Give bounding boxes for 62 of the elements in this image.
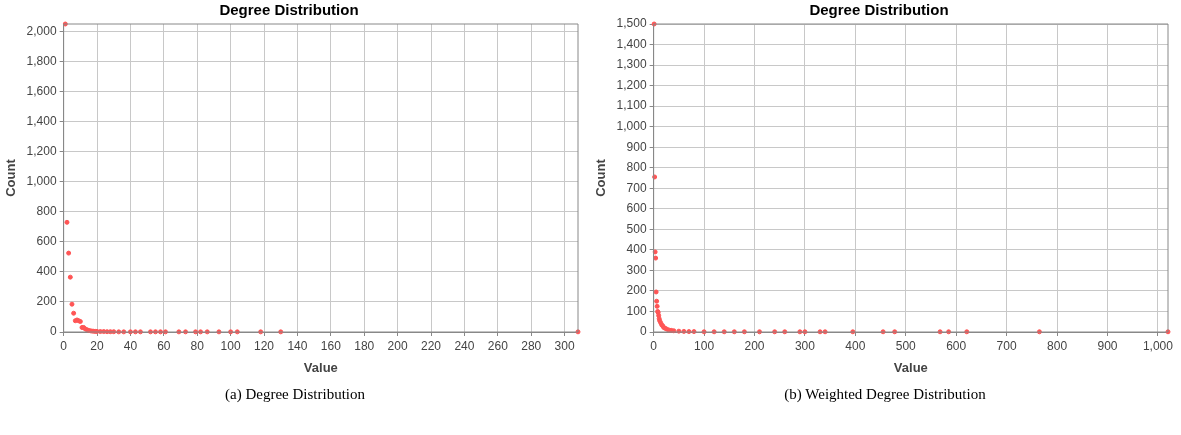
y-tick-label: 300 bbox=[626, 262, 647, 277]
y-tick-label: 1,800 bbox=[26, 53, 57, 68]
x-tick-label: 100 bbox=[694, 338, 715, 353]
x-tick-label: 700 bbox=[996, 338, 1017, 353]
x-tick-label: 500 bbox=[895, 338, 917, 353]
x-tick-label: 300 bbox=[794, 338, 816, 353]
x-tick-label: 160 bbox=[320, 338, 342, 353]
x-tick-label: 60 bbox=[157, 338, 171, 353]
x-tick-label: 900 bbox=[1097, 338, 1118, 353]
x-tick-label: 80 bbox=[190, 338, 205, 353]
x-tick-label: 200 bbox=[744, 338, 765, 353]
y-tick-label: 700 bbox=[626, 180, 647, 195]
x-tick-label: 600 bbox=[946, 338, 967, 353]
x-tick-label: 20 bbox=[90, 338, 105, 353]
y-tick-label: 500 bbox=[626, 221, 647, 236]
y-tick-label: 600 bbox=[36, 234, 57, 249]
y-tick-label: 400 bbox=[36, 264, 57, 279]
x-tick-label: 240 bbox=[454, 338, 475, 353]
x-tick-label: 40 bbox=[123, 338, 138, 353]
y-tick-label: 1,400 bbox=[616, 36, 647, 51]
y-tick-label: 1,200 bbox=[616, 77, 647, 92]
y-tick-label: 200 bbox=[626, 283, 647, 298]
y-tick-label: 1,500 bbox=[616, 16, 647, 31]
y-axis-title: Count bbox=[3, 158, 19, 197]
x-tick-label: 180 bbox=[354, 338, 375, 353]
y-tick-label: 400 bbox=[626, 242, 647, 257]
y-tick-label: 900 bbox=[626, 139, 647, 154]
x-tick-label: 220 bbox=[421, 338, 442, 353]
chart-title: Degree Distribution bbox=[219, 1, 359, 19]
text: (b) Weighted Degree Distribution bbox=[783, 386, 987, 403]
y-tick-label: 800 bbox=[626, 160, 647, 175]
y-tick-label: 100 bbox=[626, 303, 647, 318]
x-tick-label: 0 bbox=[650, 338, 658, 353]
x-tick-label: 300 bbox=[554, 338, 575, 353]
x-tick-label: 260 bbox=[487, 338, 509, 353]
y-tick-label: 0 bbox=[49, 324, 57, 339]
y-tick-label: 200 bbox=[36, 294, 57, 309]
y-tick-label: 600 bbox=[626, 201, 647, 216]
text: (a) Degree Distribution bbox=[224, 386, 366, 403]
x-tick-label: 200 bbox=[387, 338, 408, 353]
x-tick-label: 120 bbox=[254, 338, 275, 353]
x-tick-label: 400 bbox=[845, 338, 866, 353]
x-tick-label: 0 bbox=[60, 338, 68, 353]
y-tick-label: 1,400 bbox=[26, 113, 57, 128]
x-axis-title: Value bbox=[893, 359, 928, 375]
y-tick-label: 1,200 bbox=[26, 144, 57, 159]
y-tick-label: 2,000 bbox=[26, 23, 57, 38]
x-tick-label: 140 bbox=[287, 338, 308, 353]
chart-title: Degree Distribution bbox=[809, 1, 949, 19]
x-axis-title: Value bbox=[303, 359, 338, 375]
x-tick-label: 1,000 bbox=[1142, 338, 1174, 353]
x-tick-label: 280 bbox=[521, 338, 542, 353]
y-tick-label: 1,300 bbox=[616, 57, 647, 72]
y-tick-label: 1,000 bbox=[616, 118, 647, 133]
y-tick-label: 1,000 bbox=[26, 174, 57, 189]
y-tick-label: 1,100 bbox=[616, 98, 647, 113]
x-tick-label: 800 bbox=[1047, 338, 1068, 353]
x-tick-label: 100 bbox=[220, 338, 241, 353]
y-tick-label: 800 bbox=[36, 204, 57, 219]
y-tick-label: 0 bbox=[639, 324, 647, 339]
y-tick-label: 1,600 bbox=[26, 83, 57, 98]
y-axis-title: Count bbox=[593, 158, 609, 197]
